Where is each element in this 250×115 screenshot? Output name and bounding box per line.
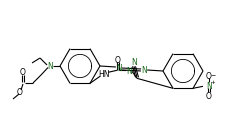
Text: N: N — [116, 63, 122, 72]
Text: −: − — [210, 72, 216, 77]
Text: N: N — [126, 66, 132, 75]
Text: O: O — [115, 55, 121, 64]
Text: +: + — [210, 80, 215, 85]
Text: N: N — [131, 57, 137, 66]
Text: O: O — [206, 91, 212, 100]
Text: N: N — [206, 81, 212, 90]
Text: O: O — [17, 88, 23, 97]
Text: O: O — [206, 71, 212, 80]
Text: N: N — [141, 65, 147, 74]
Text: N: N — [47, 62, 53, 71]
Text: O: O — [20, 68, 26, 77]
Text: HN: HN — [98, 69, 110, 78]
